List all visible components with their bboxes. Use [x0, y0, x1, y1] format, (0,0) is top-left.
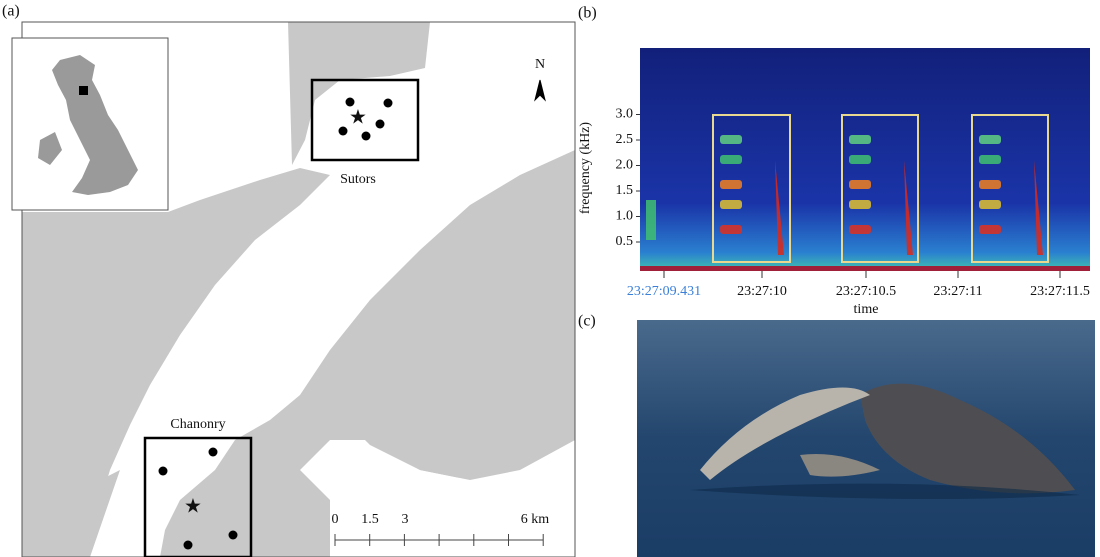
svg-text:★: ★ [184, 496, 202, 518]
svg-text:★: ★ [349, 107, 367, 129]
study-area-marker [79, 86, 88, 95]
call-band [979, 180, 1001, 189]
call-band [720, 155, 742, 164]
x-tick-label: 23:27:10.5 [836, 284, 896, 299]
panel-label: (b) [578, 5, 597, 22]
call-band [849, 200, 871, 209]
call-band [720, 200, 742, 209]
call-band [720, 180, 742, 189]
scale-label: 3 [402, 512, 409, 527]
north-label: N [535, 57, 545, 72]
photo [637, 320, 1095, 557]
y-tick-label: 1.5 [616, 183, 634, 198]
call-band [979, 155, 1001, 164]
x-axis-label: time [854, 302, 879, 317]
call-band [849, 135, 871, 144]
y-tick-label: 0.5 [616, 234, 634, 249]
panel-label: (a) [2, 3, 20, 20]
call-band [979, 135, 1001, 144]
call-band [849, 225, 871, 234]
x-tick-label: 23:27:10 [737, 284, 787, 299]
call-band [720, 225, 742, 234]
site-label: Sutors [340, 172, 376, 187]
call-band [979, 200, 1001, 209]
y-tick-label: 3.0 [616, 107, 634, 122]
call-band [849, 155, 871, 164]
site-label: Chanonry [170, 417, 225, 432]
call-band [979, 225, 1001, 234]
y-tick-label: 2.5 [616, 132, 634, 147]
scale-label: 1.5 [361, 512, 379, 527]
x-tick-label: 23:27:11.5 [1030, 284, 1090, 299]
panel-label: (c) [578, 313, 596, 330]
y-tick-label: 1.0 [616, 209, 634, 224]
scale-label: 6 km [521, 512, 550, 527]
call-band [720, 135, 742, 144]
spectrogram [640, 48, 1090, 271]
scale-label: 0 [332, 512, 339, 527]
y-axis-label: frequency (kHz) [578, 122, 593, 214]
y-tick-label: 2.0 [616, 158, 634, 173]
call-band [849, 180, 871, 189]
x-tick-label: 23:27:11 [933, 284, 982, 299]
figure: ★ ★ N Sutors Chanonry 01.536 km (a) (b) … [0, 0, 1100, 557]
x-tick-label: 23:27:09.431 [627, 284, 701, 299]
